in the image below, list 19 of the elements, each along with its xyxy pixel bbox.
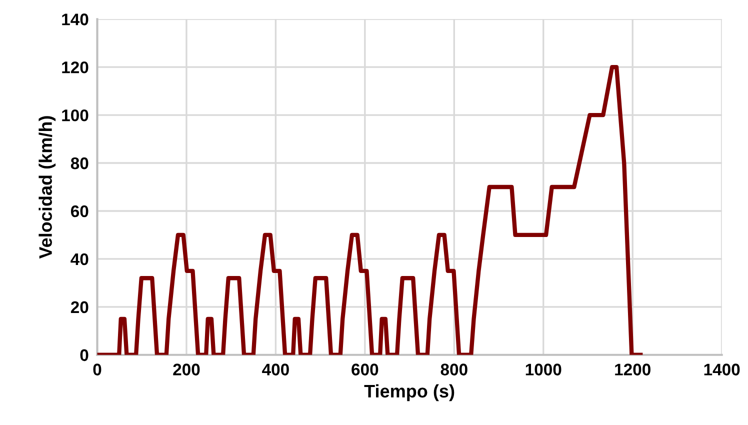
y-tick-label: 60 — [70, 205, 88, 218]
x-tick-label: 800 — [440, 364, 468, 376]
y-tick-label: 40 — [70, 253, 88, 266]
x-axis-title: Tiempo (s) — [364, 384, 454, 402]
y-tick-label: 0 — [80, 349, 88, 362]
y-tick-label: 140 — [62, 14, 88, 26]
x-tick-label: 0 — [93, 364, 102, 376]
x-tick-label: 1200 — [615, 364, 650, 376]
y-tick-label: 120 — [62, 61, 88, 74]
y-tick-label: 80 — [70, 157, 88, 170]
y-tick-label: 100 — [62, 109, 88, 122]
x-tick-label: 1400 — [704, 364, 740, 376]
x-tick-label: 1000 — [526, 364, 562, 376]
y-tick-label: 20 — [70, 301, 88, 314]
x-tick-label: 400 — [262, 364, 289, 376]
line-series — [97, 65, 643, 355]
x-tick-label: 600 — [352, 364, 378, 376]
y-axis-title: Velocidad (km/h) — [38, 116, 56, 259]
x-tick-label: 200 — [173, 364, 200, 376]
